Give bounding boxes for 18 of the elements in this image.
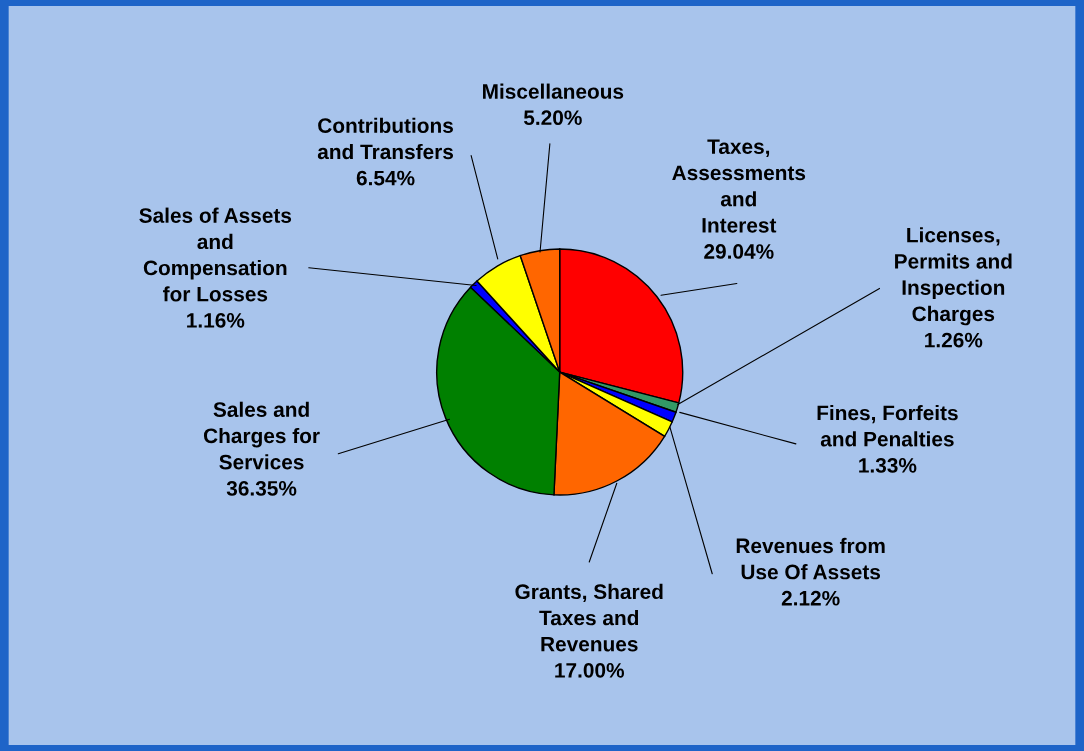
slice-label: Sales and Charges for Services: [203, 401, 320, 470]
slice-label: Licenses, Permits and Inspection Charges: [895, 227, 1012, 326]
data-label: 2.12%: [781, 590, 840, 606]
data-label: 5.20%: [523, 110, 582, 126]
data-label: 17.00%: [555, 662, 625, 678]
data-label: 1.33%: [859, 457, 917, 473]
slice-label: Miscellaneous: [483, 83, 624, 99]
data-label: 1.26%: [925, 332, 983, 348]
slice-label: Sales of Assets and Compensation for Losses: [139, 207, 292, 302]
slice-label: Contributions and Transfers: [317, 117, 454, 160]
slice-label: Fines, Forfeits and Penalties: [817, 405, 958, 447]
slice-label: Grants, Shared Taxes and Revenues: [515, 583, 663, 652]
data-label: 6.54%: [356, 170, 415, 186]
slice-label: Taxes, Assessments and Interest: [672, 139, 806, 233]
slice-label: Revenues from Use Of Assets: [736, 537, 885, 580]
data-label: 36.35%: [226, 480, 297, 496]
data-label: 29.04%: [704, 244, 774, 259]
data-label: 1.16%: [187, 312, 245, 328]
